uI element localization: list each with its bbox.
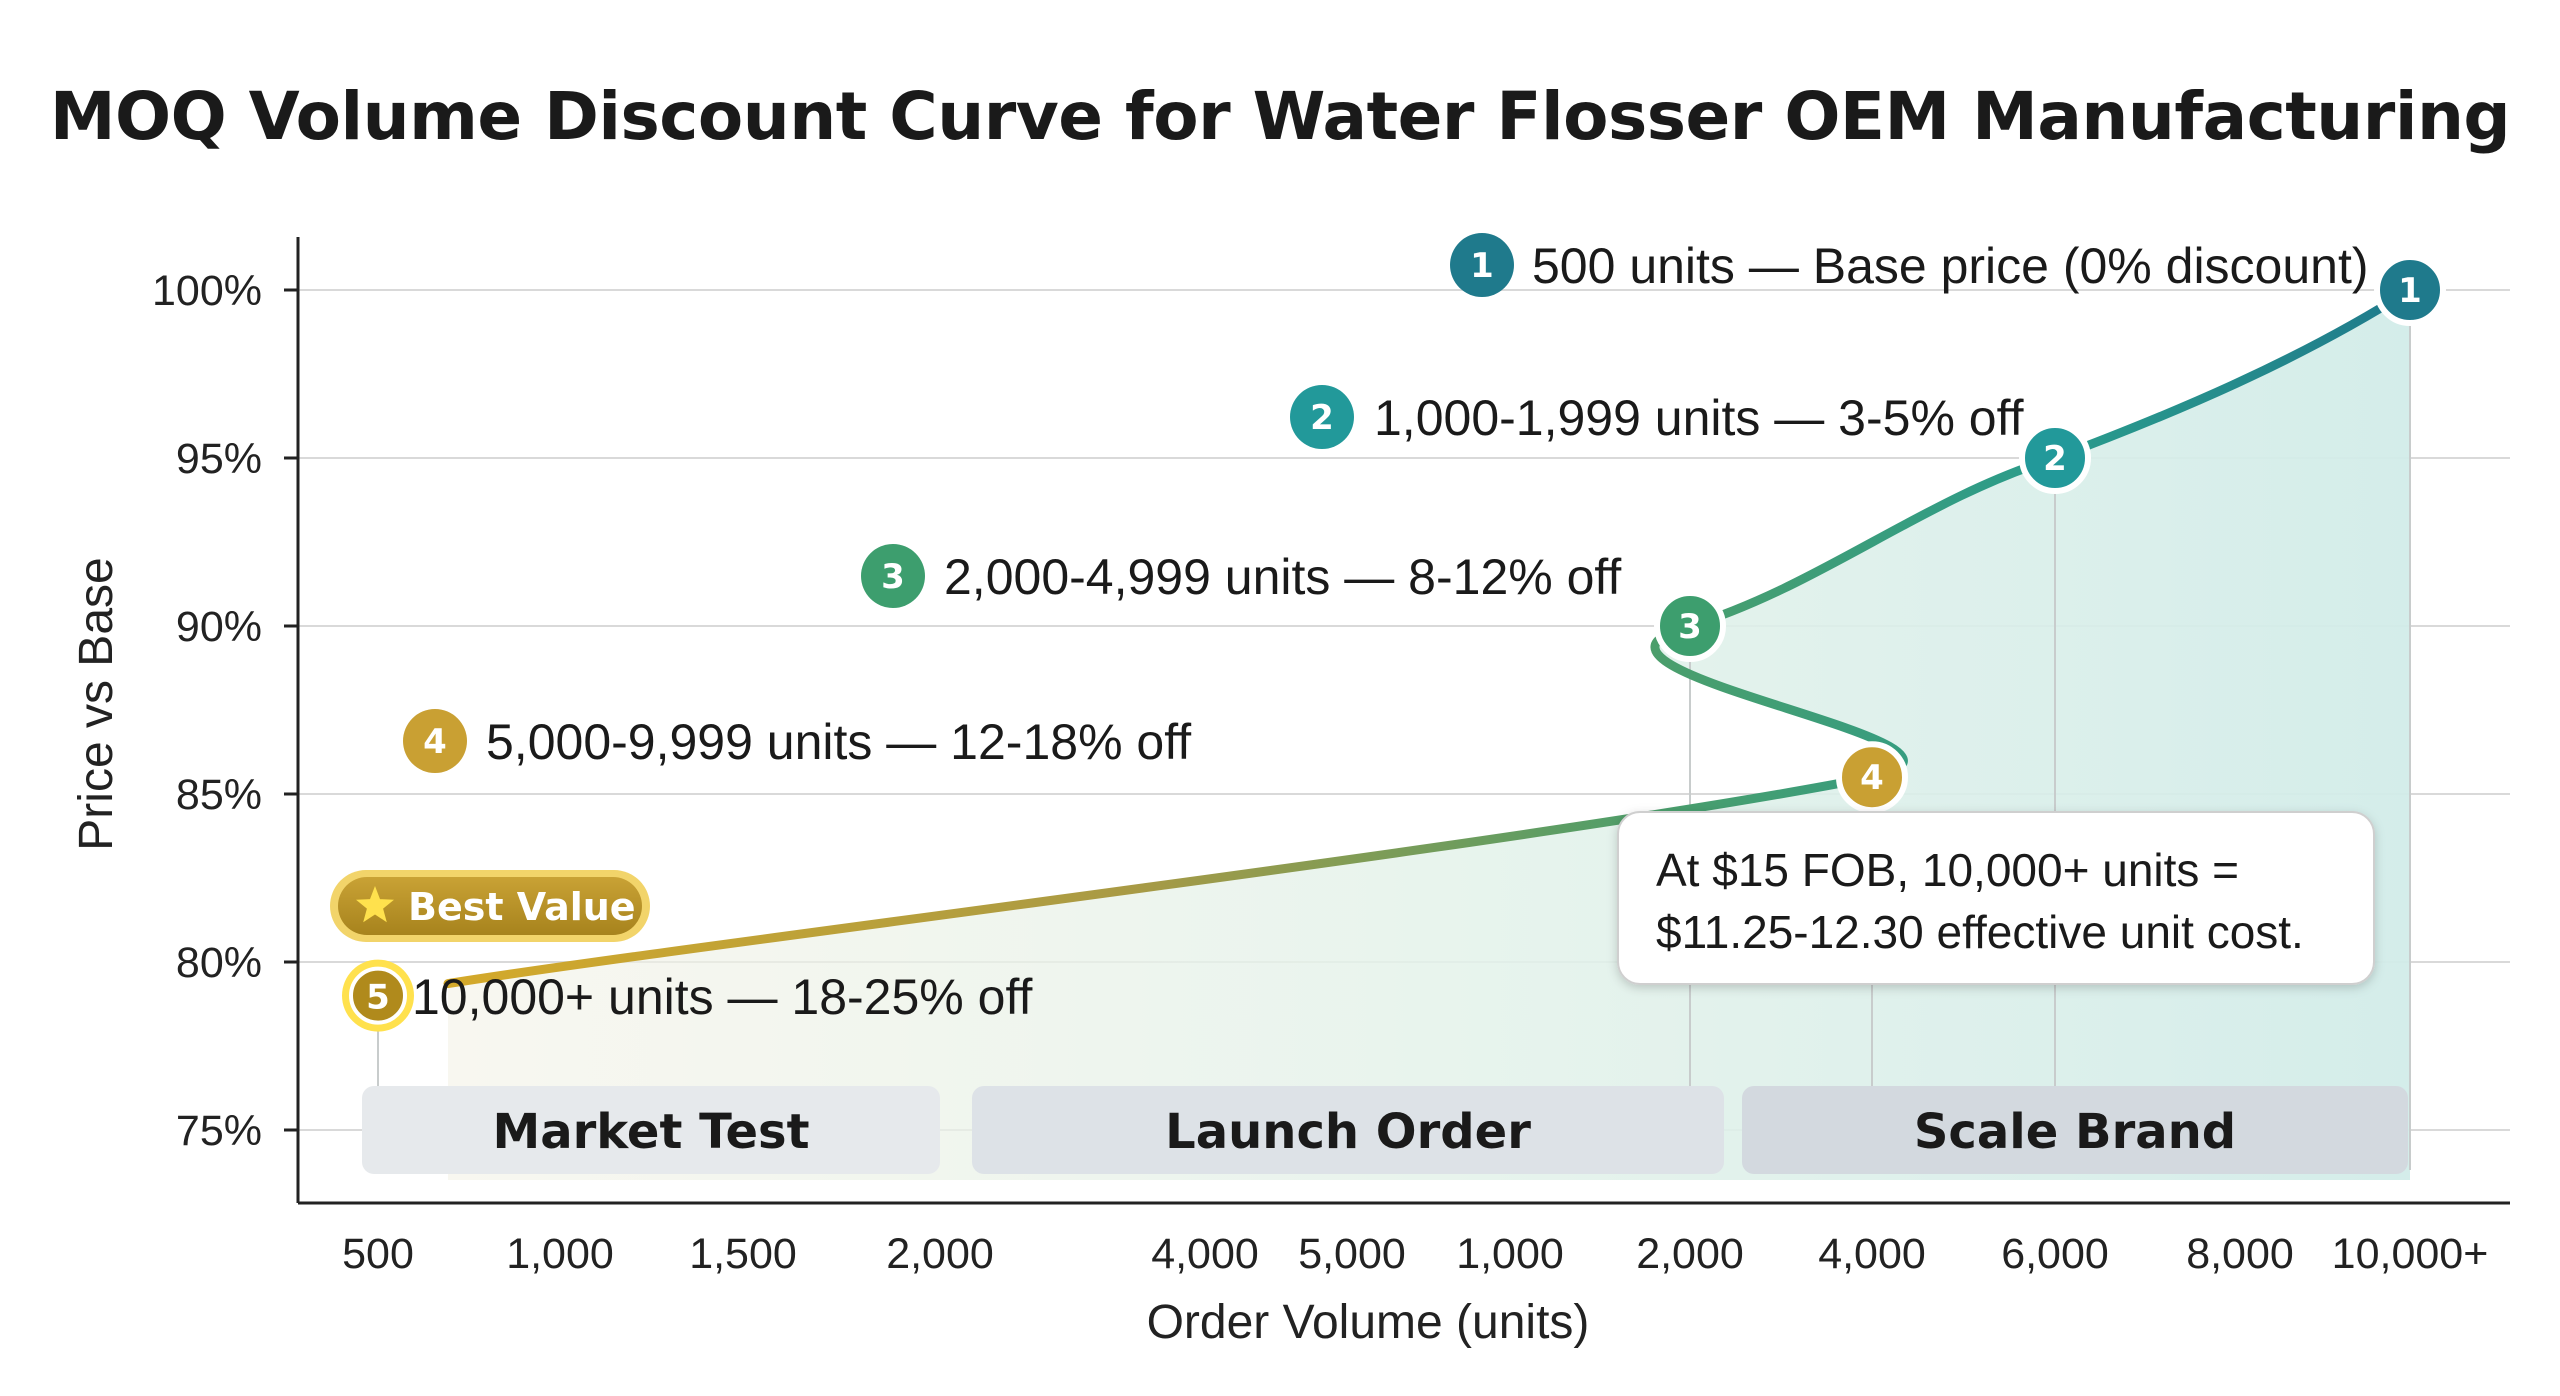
note-line: $11.25-12.30 effective unit cost. — [1656, 906, 2304, 958]
annotation-badge — [861, 544, 925, 608]
y-axis-label: Price vs Base — [70, 557, 123, 850]
tier-point — [1654, 590, 1726, 662]
annotation-badge — [403, 709, 467, 773]
x-tick-label: 500 — [342, 1230, 414, 1278]
x-tick-label: 5,000 — [1298, 1230, 1406, 1278]
phase-bands: Market Test Launch Order Scale Brand — [362, 1086, 2408, 1174]
x-axis-label: Order Volume (units) — [1147, 1296, 1590, 1349]
x-tick-label: 2,000 — [886, 1230, 994, 1278]
tier-points: 1 2 3 4 5 — [342, 254, 2446, 1032]
note-line: At $15 FOB, 10,000+ units = — [1656, 844, 2239, 896]
annotation-badge-number: 4 — [423, 722, 447, 762]
phase-label: Scale Brand — [1914, 1104, 2236, 1160]
tier-point — [349, 966, 407, 1025]
x-tick-label: 1,000 — [1456, 1230, 1564, 1278]
y-tick-label: 85% — [176, 771, 262, 819]
phase-label: Market Test — [492, 1104, 809, 1160]
note-box — [1617, 811, 2375, 985]
tier-point — [1836, 741, 1908, 814]
y-tick-label: 90% — [176, 603, 262, 651]
tier-annotations: 1 500 units — Base price (0% discount) 2 1,… — [330, 233, 2369, 1025]
annotation-badge-number: 3 — [881, 557, 905, 597]
axes: 75% 80% 85% 90% 95% 100% 500 1,000 1,500 2,000 4,0… — [70, 237, 2510, 1349]
phase-label: Launch Order — [1165, 1104, 1531, 1160]
chart-title: MOQ Volume Discount Curve for Water Flos… — [49, 78, 2511, 155]
x-tick-label: 10,000+ — [2332, 1230, 2489, 1278]
annotation-badge-number: 1 — [1470, 246, 1494, 286]
annotation-label: 10,000+ units — 18-25% off — [412, 969, 1032, 1025]
phase-band — [1742, 1086, 2408, 1174]
x-tick-label: 4,000 — [1151, 1230, 1259, 1278]
annotation-label: 2,000-4,999 units — 8-12% off — [944, 549, 1621, 605]
y-tick-label: 80% — [176, 939, 262, 987]
y-tick-label: 95% — [176, 435, 262, 483]
tier-point — [2374, 254, 2446, 326]
tier-point-number: 2 — [2043, 439, 2067, 479]
phase-band — [972, 1086, 1724, 1174]
x-tick-label: 1,000 — [506, 1230, 614, 1278]
x-tick-label: 1,500 — [689, 1230, 797, 1278]
cost-note: At $15 FOB, 10,000+ units = $11.25-12.30 … — [1617, 811, 2375, 985]
tier-point-number: 1 — [2398, 271, 2422, 311]
best-value-pill — [338, 877, 642, 935]
tier-point-number: 3 — [1678, 607, 1702, 647]
annotation-badge — [1450, 233, 1514, 297]
x-tick-label: 2,000 — [1636, 1230, 1744, 1278]
y-tick-label: 100% — [152, 267, 262, 315]
annotation-label: 5,000-9,999 units — 12-18% off — [486, 714, 1191, 770]
annotation-badge-number: 2 — [1310, 398, 1334, 438]
x-tick-label: 6,000 — [2001, 1230, 2109, 1278]
best-value-label: Best Value — [408, 885, 636, 929]
x-tick-label: 4,000 — [1818, 1230, 1926, 1278]
phase-band — [362, 1086, 940, 1174]
annotation-label: 1,000-1,999 units — 3-5% off — [1374, 390, 2024, 446]
tier-point-number: 5 — [366, 978, 390, 1018]
star-icon — [356, 886, 394, 923]
tier-point-number: 4 — [1860, 758, 1884, 798]
x-tick-label: 8,000 — [2186, 1230, 2294, 1278]
annotation-label: 500 units — Base price (0% discount) — [1532, 238, 2369, 294]
annotation-badge — [1290, 385, 1354, 449]
y-tick-label: 75% — [176, 1107, 262, 1155]
tier-point — [2019, 422, 2091, 494]
